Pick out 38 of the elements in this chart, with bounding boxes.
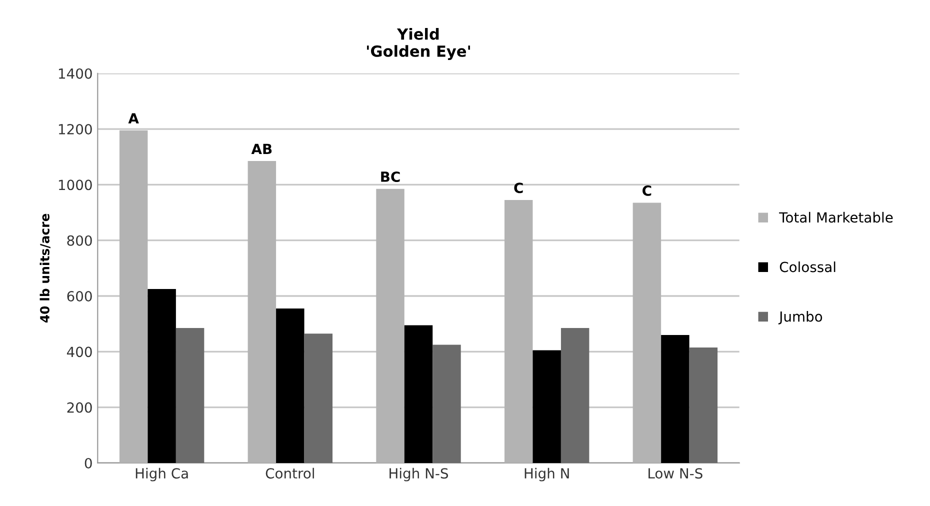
bar xyxy=(176,328,204,463)
legend-label: Jumbo xyxy=(778,311,822,324)
y-tick-label: 600 xyxy=(67,290,92,302)
bar xyxy=(148,289,176,463)
bar xyxy=(560,328,590,463)
bar xyxy=(532,350,561,463)
bar xyxy=(432,344,461,463)
y-tick-label: 1000 xyxy=(58,180,92,190)
y-tick-label: 400 xyxy=(66,346,92,358)
chart-title: Yield 'Golden Eye' xyxy=(367,28,470,60)
y-tick-label: 1400 xyxy=(58,68,92,79)
bar xyxy=(304,334,333,463)
bar xyxy=(404,325,433,463)
bar xyxy=(248,161,276,463)
y-axis-title: 40 lb units/acre xyxy=(40,214,50,323)
y-tick-label: 800 xyxy=(67,235,92,246)
annotation: C xyxy=(642,185,652,196)
bar xyxy=(689,347,718,463)
bar xyxy=(632,202,662,463)
x-tick-label: High N-S xyxy=(390,468,448,482)
legend-label: Colossal xyxy=(780,261,836,272)
bar xyxy=(119,130,148,463)
bar xyxy=(504,200,533,463)
x-tick-label: Low N-S xyxy=(648,468,702,479)
annotation: C xyxy=(514,182,523,194)
annotation: BC xyxy=(381,172,400,182)
bar xyxy=(661,334,690,463)
legend-label: Total Marketable xyxy=(779,212,893,223)
annotation: A xyxy=(128,113,139,124)
annotation: AB xyxy=(251,144,272,154)
bar xyxy=(376,188,404,463)
x-tick-label: High Ca xyxy=(136,468,188,482)
x-tick-label: Control xyxy=(266,468,314,479)
y-tick-label: 0 xyxy=(84,458,92,468)
y-tick-label: 200 xyxy=(67,402,92,413)
bar xyxy=(276,308,304,463)
y-tick-label: 1200 xyxy=(58,124,92,135)
x-tick-label: High N xyxy=(524,468,569,482)
